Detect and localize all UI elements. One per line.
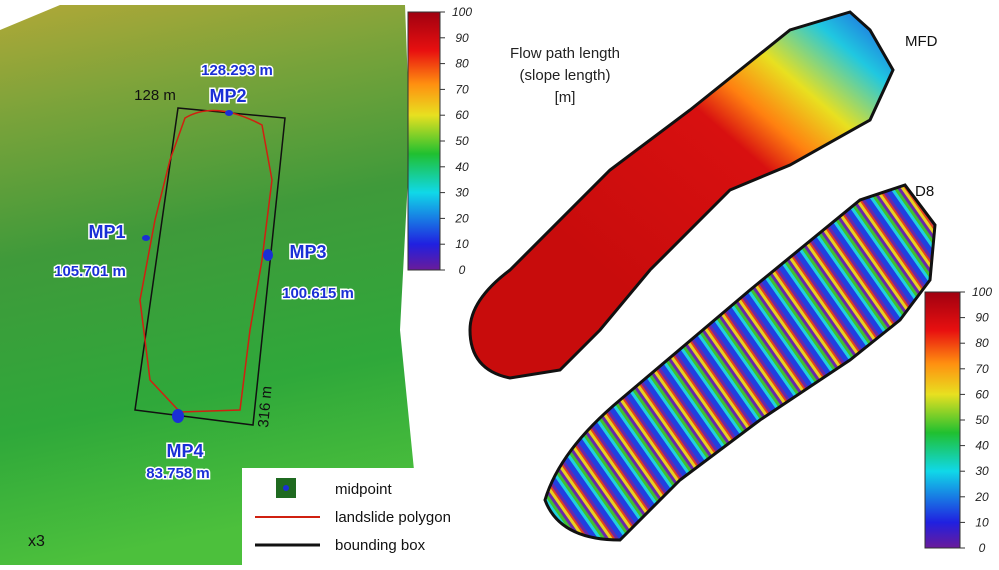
point-distance: 105.701 m (54, 263, 126, 280)
tick-label: 100 (972, 285, 992, 299)
point-distance: 83.758 m (146, 465, 209, 482)
point-name: MP1 (88, 222, 125, 242)
legend-icon (283, 485, 289, 491)
panel-label: D8 (915, 183, 934, 200)
tick-label: 10 (975, 515, 989, 529)
box-length: 316 m (255, 385, 276, 428)
tick-label: 20 (454, 211, 469, 225)
tick-label: 40 (975, 439, 989, 453)
tick-label: 100 (452, 5, 472, 19)
tick-label: 70 (975, 362, 989, 376)
tick-label: 50 (455, 134, 469, 148)
legend-label: landslide polygon (335, 509, 451, 526)
tick-label: 30 (975, 464, 989, 478)
tick-label: 80 (455, 57, 469, 71)
tick-label: 40 (455, 160, 469, 174)
box-width: 128 m (134, 87, 176, 104)
point-name: MP4 (166, 441, 203, 461)
legend-label: midpoint (335, 481, 393, 498)
colorbar-title: [m] (555, 89, 576, 106)
tick-label: 10 (455, 237, 469, 251)
tick-label: 60 (455, 108, 469, 122)
colorbar-title: (slope length) (520, 67, 611, 84)
tick-label: 70 (455, 82, 469, 96)
midpoint (263, 249, 273, 261)
midpoint (142, 235, 150, 241)
tick-label: 0 (459, 263, 466, 277)
tick-label: 60 (975, 387, 989, 401)
tick-label: 80 (975, 336, 989, 350)
tick-label: 90 (455, 31, 469, 45)
colorbar (408, 12, 440, 270)
panel-label: MFD (905, 33, 938, 50)
colorbar-title: Flow path length (510, 45, 620, 62)
tick-label: 50 (975, 413, 989, 427)
point-name: MP3 (289, 242, 326, 262)
point-distance: 100.615 m (282, 285, 354, 302)
tick-label: 20 (974, 490, 989, 504)
tick-label: 0 (979, 541, 986, 555)
legend-label: bounding box (335, 537, 426, 554)
figure: 128.293 m MP2 128 m MP1 105.701 m MP3 10… (0, 0, 999, 565)
midpoint (172, 409, 184, 423)
midpoint (225, 110, 233, 116)
colorbar (925, 292, 960, 548)
exaggeration: x3 (28, 533, 45, 550)
tick-label: 90 (975, 311, 989, 325)
point-name: MP2 (209, 86, 246, 106)
tick-label: 30 (455, 186, 469, 200)
point-distance: 128.293 m (201, 62, 273, 79)
